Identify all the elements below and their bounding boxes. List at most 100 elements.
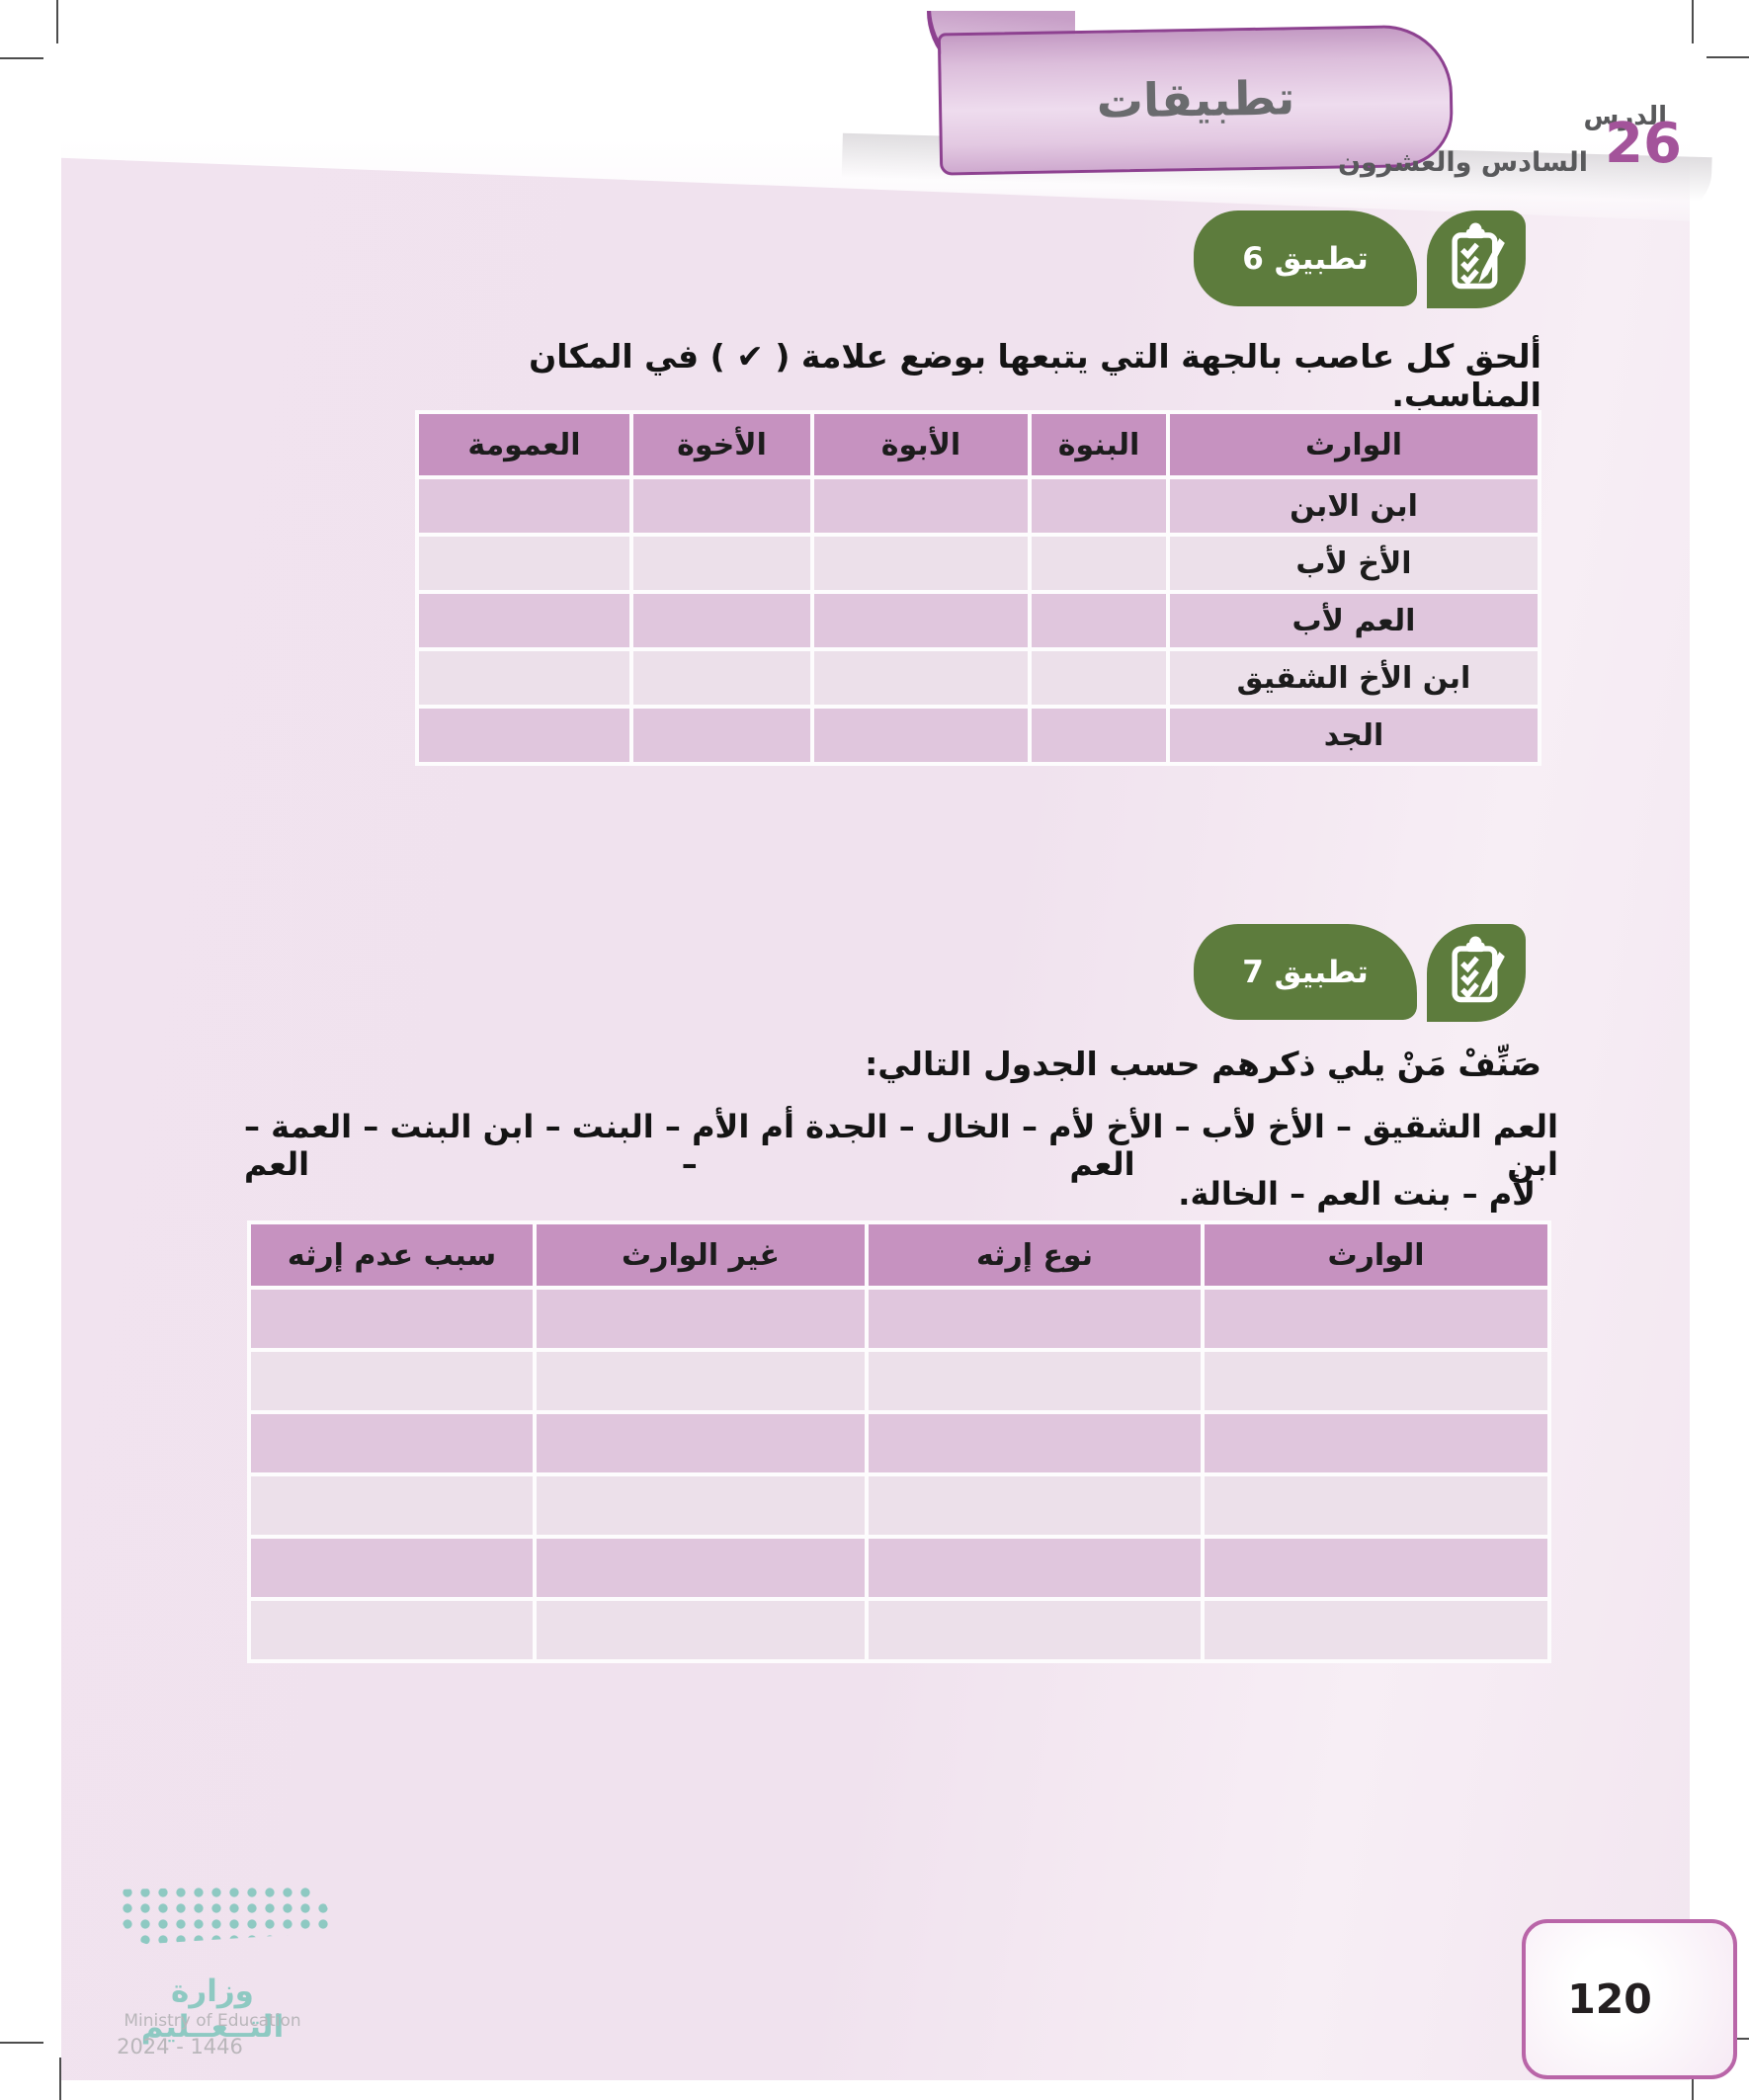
clipboard-check-icon [1427, 210, 1526, 308]
answer-cell [814, 537, 1028, 590]
table-row [251, 1539, 1547, 1597]
column-header: نوع إرثه [869, 1224, 1201, 1286]
answer-cell [419, 709, 629, 762]
lesson-name: السادس والعشرون [1337, 147, 1588, 178]
answer-cell [537, 1539, 865, 1597]
answer-cell [869, 1352, 1201, 1410]
asaba-table: الوارث البنوة الأبوة الأخوة العمومة ابن الاب… [415, 410, 1541, 766]
answer-cell [1032, 651, 1166, 705]
answer-cell [537, 1352, 865, 1410]
page-number-badge: 120 [1522, 1919, 1737, 2079]
table-row [251, 1601, 1547, 1659]
answer-cell [869, 1414, 1201, 1472]
answer-cell [537, 1601, 865, 1659]
heir-label-cell: العم لأب [1170, 594, 1538, 647]
application-6-label: تطبيق 6 [1242, 240, 1369, 277]
application-7-label: تطبيق 7 [1242, 954, 1369, 990]
answer-cell [537, 1476, 865, 1535]
column-header: الأخوة [633, 414, 810, 475]
crop-mark [1692, 0, 1694, 43]
answer-cell [1032, 594, 1166, 647]
table-row [251, 1414, 1547, 1472]
answer-cell [814, 479, 1028, 533]
crop-mark [0, 57, 43, 59]
table-row: ابن الأخ الشقيق [419, 651, 1538, 705]
answer-cell [633, 594, 810, 647]
page-title: تطبيقات [1096, 70, 1295, 129]
column-header: العمومة [419, 414, 629, 475]
answer-cell [1205, 1290, 1547, 1348]
classification-table-header-row: الوارث نوع إرثه غير الوارث سبب عدم إرثه [251, 1224, 1547, 1286]
classification-table: الوارث نوع إرثه غير الوارث سبب عدم إرثه [247, 1220, 1551, 1663]
column-header: الوارث [1170, 414, 1538, 475]
answer-cell [1032, 537, 1166, 590]
asaba-table-header-row: الوارث البنوة الأبوة الأخوة العمومة [419, 414, 1538, 475]
answer-cell [633, 709, 810, 762]
answer-cell [419, 594, 629, 647]
column-header: غير الوارث [537, 1224, 865, 1286]
answer-cell [1032, 479, 1166, 533]
answer-cell [419, 651, 629, 705]
table-row [251, 1476, 1547, 1535]
answer-cell [251, 1476, 533, 1535]
answer-cell [869, 1290, 1201, 1348]
ministry-logo-english: Ministry of Education [124, 2011, 301, 2031]
answer-cell [419, 479, 629, 533]
answer-cell [1205, 1601, 1547, 1659]
heir-label-cell: ابن الابن [1170, 479, 1538, 533]
application-7-instruction: صَنِّفْ مَنْ يلي ذكرهم حسب الجدول التالي… [865, 1045, 1541, 1083]
answer-cell [869, 1476, 1201, 1535]
answer-cell [251, 1539, 533, 1597]
answer-cell [251, 1414, 533, 1472]
crop-mark [59, 2058, 61, 2100]
table-row [251, 1290, 1547, 1348]
answer-cell [251, 1352, 533, 1410]
heir-label-cell: ابن الأخ الشقيق [1170, 651, 1538, 705]
column-header: البنوة [1032, 414, 1166, 475]
answer-cell [1205, 1539, 1547, 1597]
page-background: تطبيقات الدرس 26 السادس والعشرون تطبيق 6… [61, 11, 1712, 2080]
table-row: العم لأب [419, 594, 1538, 647]
heir-label-cell: الجد [1170, 709, 1538, 762]
answer-cell [1032, 709, 1166, 762]
application-6-badge: تطبيق 6 [1194, 210, 1417, 306]
clipboard-check-icon [1427, 924, 1526, 1022]
answer-cell [1205, 1352, 1547, 1410]
classification-table-body [251, 1290, 1547, 1659]
column-header: سبب عدم إرثه [251, 1224, 533, 1286]
answer-cell [869, 1539, 1201, 1597]
ministry-logo-arabic: وزارة التــعــليم [140, 1974, 285, 2045]
crop-mark [0, 2042, 43, 2044]
answer-cell [633, 651, 810, 705]
answer-cell [537, 1290, 865, 1348]
heir-label-cell: الأخ لأب [1170, 537, 1538, 590]
lesson-number: 26 [1605, 112, 1682, 176]
answer-cell [869, 1601, 1201, 1659]
column-header: الأبوة [814, 414, 1028, 475]
answer-cell [537, 1414, 865, 1472]
application-7-badge: تطبيق 7 [1194, 924, 1417, 1020]
answer-cell [814, 709, 1028, 762]
column-header: الوارث [1205, 1224, 1547, 1286]
answer-cell [419, 537, 629, 590]
answer-cell [251, 1601, 533, 1659]
answer-cell [1205, 1476, 1547, 1535]
application-6-instruction: ألحق كل عاصب بالجهة التي يتبعها بوضع علا… [529, 337, 1541, 414]
page-number: 120 [1567, 1975, 1652, 2023]
table-row [251, 1352, 1547, 1410]
answer-cell [251, 1290, 533, 1348]
answer-cell [814, 651, 1028, 705]
crop-mark [1707, 56, 1749, 58]
ministry-logo-years: 2024 - 1446 [117, 2035, 243, 2058]
crop-mark [56, 0, 58, 43]
asaba-table-body: ابن الابن الأخ لأب العم لأب ابن الأخ الشقيق… [419, 479, 1538, 762]
answer-cell [1205, 1414, 1547, 1472]
answer-cell [814, 594, 1028, 647]
relatives-list-line1: العم الشقيق – الأخ لأب – الأخ لأم – الخا… [244, 1108, 1558, 1183]
ministry-logo-dots [119, 1885, 331, 1946]
answer-cell [633, 537, 810, 590]
table-row: ابن الابن [419, 479, 1538, 533]
lesson-label: الدرس [1583, 102, 1667, 131]
relatives-list-line2: لأم – بنت العم – الخالة. [1178, 1175, 1536, 1213]
